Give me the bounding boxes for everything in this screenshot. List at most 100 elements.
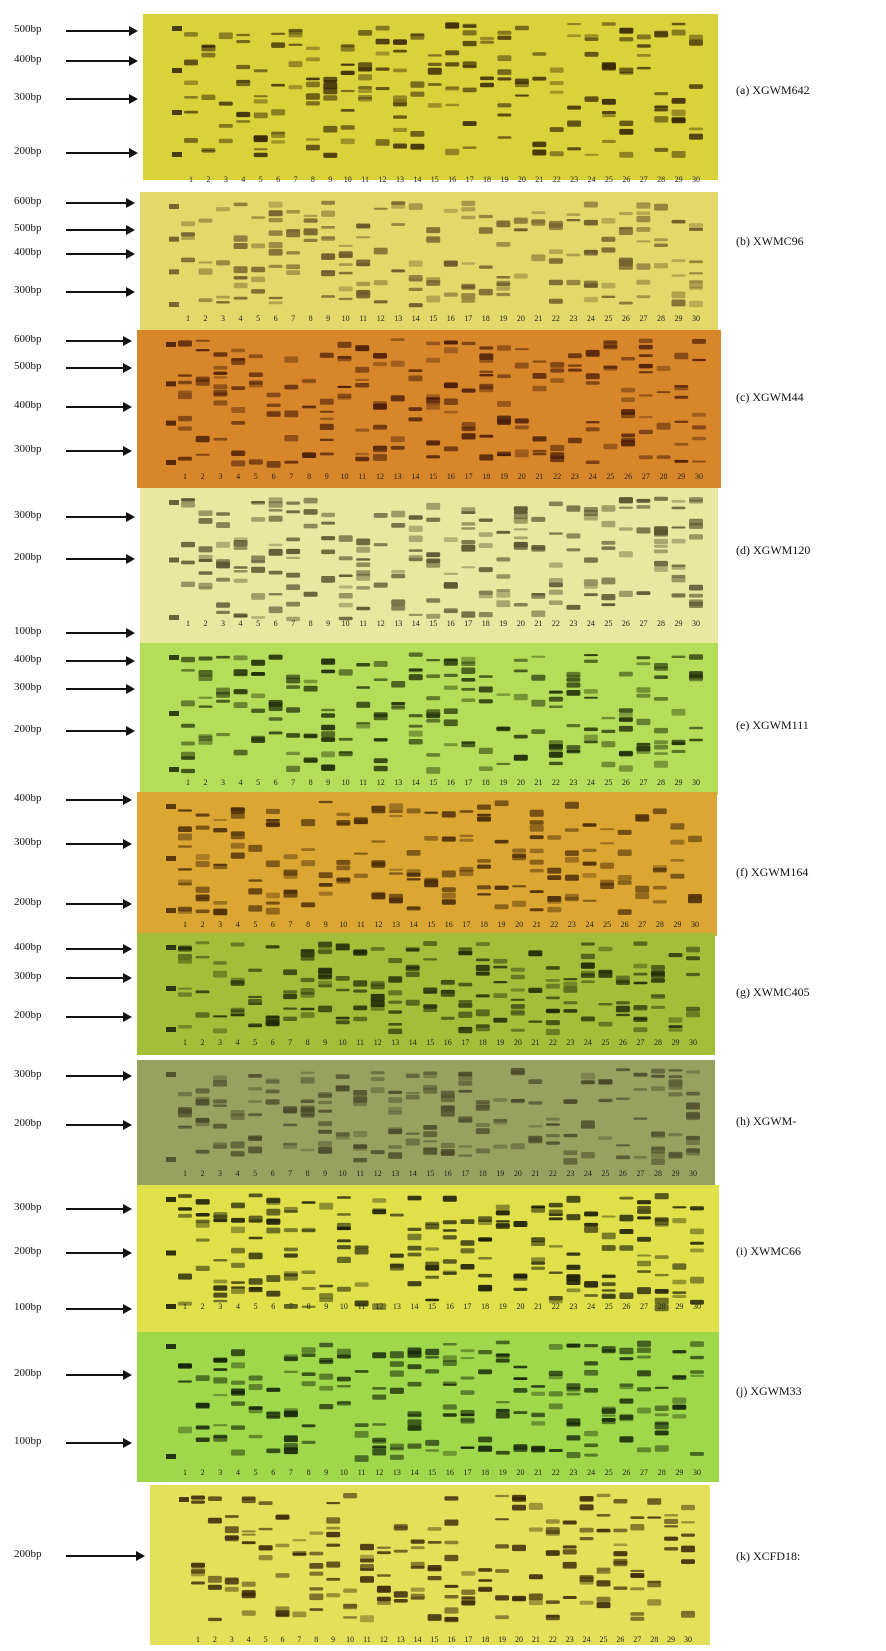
gel-band: [248, 459, 263, 465]
gel-band: [671, 151, 686, 158]
marker-size-label: 300bp: [14, 1068, 42, 1080]
gel-band: [440, 1095, 455, 1103]
gel-band: [300, 992, 315, 998]
gel-band: [230, 813, 245, 819]
gel-band: [630, 1587, 645, 1591]
gel-band: [630, 1573, 645, 1578]
gel-band: [426, 552, 441, 558]
gel-band: [458, 1154, 473, 1157]
marker-arrow: [66, 30, 131, 32]
gel-band: [224, 1578, 239, 1585]
gel-band: [638, 455, 653, 460]
gel-band: [564, 896, 579, 902]
gel-band: [336, 812, 351, 817]
gel-band: [458, 1119, 473, 1123]
gel-band: [336, 877, 351, 882]
gel-band: [664, 1547, 679, 1551]
lane-number: 20: [516, 1302, 525, 1311]
gel-band: [583, 296, 598, 303]
gel-band: [231, 1449, 245, 1456]
gel-band: [479, 346, 494, 350]
gel-band: [195, 1117, 210, 1123]
lane-number: 29: [675, 1468, 684, 1477]
gel-band: [198, 218, 213, 223]
gel-band: [251, 517, 266, 522]
gel-band: [283, 993, 298, 1000]
gel-band: [550, 452, 565, 459]
lane-number: 1: [183, 1302, 187, 1311]
gel-band: [579, 1537, 594, 1541]
lane-number: 18: [481, 1302, 490, 1311]
lane-number: 29: [677, 472, 686, 481]
gel-band: [566, 213, 581, 216]
gel-band: [393, 68, 407, 73]
gel-band: [480, 36, 494, 41]
gel-band: [601, 520, 616, 528]
gel-band: [372, 1446, 387, 1449]
gel-band: [497, 345, 511, 351]
gel-band: [548, 1213, 563, 1216]
gel-band: [619, 1292, 634, 1299]
gel-band: [425, 1298, 440, 1302]
gel-band: [319, 1284, 334, 1288]
lane-number: 23: [567, 920, 576, 929]
gel-band: [686, 1148, 700, 1153]
gel-band: [651, 1005, 665, 1009]
gel-band: [445, 86, 460, 90]
gel-band: [213, 352, 228, 357]
gel-band: [213, 863, 228, 866]
panel-title-g: (g) XWMC405: [736, 985, 810, 999]
gel-band: [216, 522, 230, 528]
gel-band: [427, 1541, 442, 1544]
gel-band: [461, 611, 476, 618]
gel-band: [251, 672, 266, 675]
gel-band: [198, 510, 213, 516]
gel-band: [580, 1152, 595, 1159]
gel-band: [338, 602, 353, 608]
gel-band: [271, 109, 286, 116]
gel-band: [598, 1079, 613, 1084]
gel-band: [510, 967, 525, 972]
gel-band: [241, 1590, 256, 1597]
lane-number: 27: [636, 1169, 645, 1178]
gel-band: [389, 872, 403, 875]
lane-number: 9: [324, 1302, 329, 1311]
lane-number: 8: [307, 472, 312, 481]
gel-band: [601, 247, 616, 253]
gel-band: [284, 435, 299, 442]
gel-band: [213, 392, 228, 397]
gel-band: [371, 840, 386, 843]
gel-band: [531, 1412, 546, 1416]
gel-band: [305, 57, 320, 62]
gel-band: [309, 1608, 324, 1611]
gel-band: [603, 365, 618, 369]
gel-band: [248, 1146, 263, 1154]
gel-band: [619, 67, 634, 74]
lane-number: 6: [273, 778, 278, 787]
gel-band: [390, 436, 405, 443]
gel-band: [601, 139, 616, 143]
gel-band: [372, 1387, 387, 1390]
lane-number: 1: [183, 1169, 187, 1178]
gel-band: [580, 942, 595, 946]
gel-band: [692, 425, 706, 430]
gel-band: [619, 1229, 634, 1234]
gel-band: [681, 1559, 695, 1564]
gel-band: [654, 1224, 669, 1227]
marker-size-label: 200bp: [14, 1367, 42, 1379]
gel-band: [388, 1152, 403, 1159]
gel-band: [528, 1020, 543, 1023]
gel-band: [547, 896, 562, 902]
gel-band: [461, 341, 476, 346]
gel-band: [407, 1281, 422, 1287]
gel-band: [510, 1010, 525, 1016]
gel-band: [213, 1015, 227, 1018]
lane-number: 22: [548, 1169, 557, 1178]
gel-band: [358, 86, 373, 90]
gel-band: [601, 1289, 616, 1292]
gel-band: [478, 675, 493, 678]
gel-band: [596, 1596, 611, 1603]
gel-band: [231, 386, 246, 390]
gel-band: [475, 1123, 490, 1127]
gel-band: [425, 1439, 440, 1446]
